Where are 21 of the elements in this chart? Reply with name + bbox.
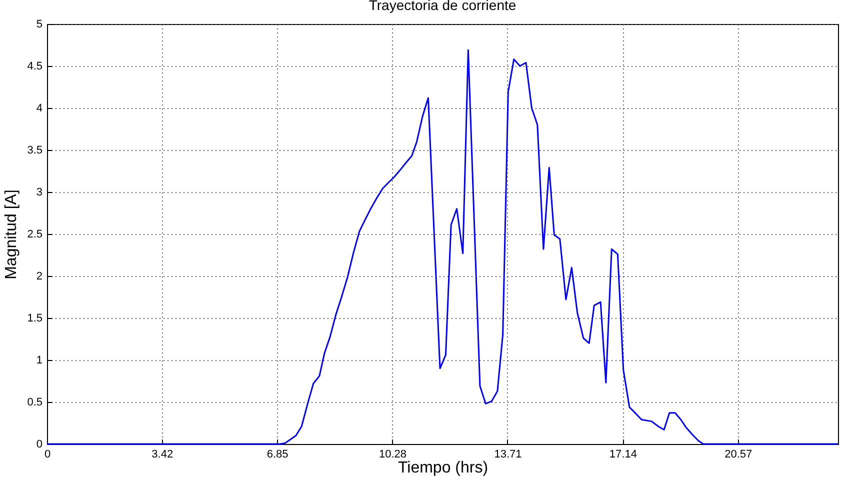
y-tick-label: 5 xyxy=(36,18,42,30)
y-tick-label: 1.5 xyxy=(27,312,42,324)
chart-title: Trayectoria de corriente xyxy=(368,0,516,13)
x-tick-label: 17.14 xyxy=(609,448,637,460)
x-tick-label: 13.71 xyxy=(494,448,522,460)
y-tick-label: 0.5 xyxy=(27,396,42,408)
x-tick-label: 0 xyxy=(44,448,51,460)
y-tick-label: 3 xyxy=(36,186,42,198)
x-tick-label: 10.28 xyxy=(379,448,407,460)
y-tick-label: 2.5 xyxy=(27,228,42,240)
y-tick-label: 0 xyxy=(36,438,42,450)
y-tick-label: 2 xyxy=(36,270,42,282)
x-tick-label: 6.85 xyxy=(266,448,288,460)
x-tick-label: 20.57 xyxy=(724,448,752,460)
x-axis-title: Tiempo (hrs) xyxy=(398,460,488,476)
y-tick-label: 1 xyxy=(36,354,42,366)
y-tick-label: 4.5 xyxy=(27,60,42,72)
y-tick-label: 3.5 xyxy=(27,144,42,156)
x-tick-label: 3.42 xyxy=(152,448,174,460)
y-axis-title: Magnitud [A] xyxy=(3,190,20,280)
y-tick-label: 4 xyxy=(36,102,42,114)
